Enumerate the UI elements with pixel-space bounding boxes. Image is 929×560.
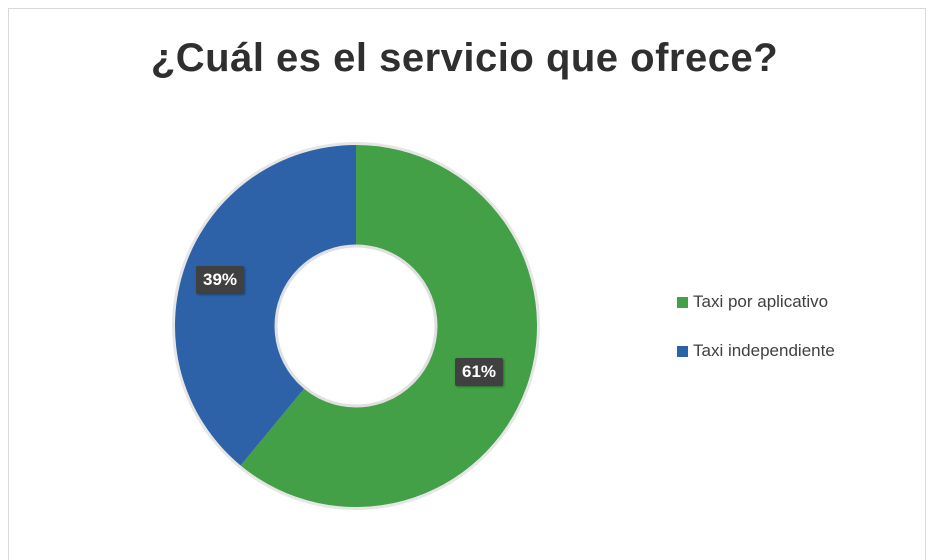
chart-frame <box>8 8 926 560</box>
legend-label: Taxi por aplicativo <box>693 292 829 311</box>
chart-title: ¿Cuál es el servicio que ofrece? <box>150 36 779 80</box>
chart-legend: Taxi por aplicativo Taxi independiente <box>677 290 835 388</box>
legend-item-taxi-independiente: Taxi independiente <box>677 339 835 363</box>
donut-hole <box>274 244 438 408</box>
data-label-taxi-por-aplicativo: 61% <box>455 358 504 386</box>
legend-item-taxi-por-aplicativo: Taxi por aplicativo <box>677 290 835 314</box>
donut-slice-taxi-por-aplicativo <box>240 145 537 507</box>
legend-label: Taxi independiente <box>693 341 835 360</box>
data-label-taxi-independiente: 39% <box>196 266 245 294</box>
legend-swatch <box>677 296 688 308</box>
donut-slice-taxi-independiente <box>175 145 356 466</box>
legend-swatch <box>677 345 688 357</box>
